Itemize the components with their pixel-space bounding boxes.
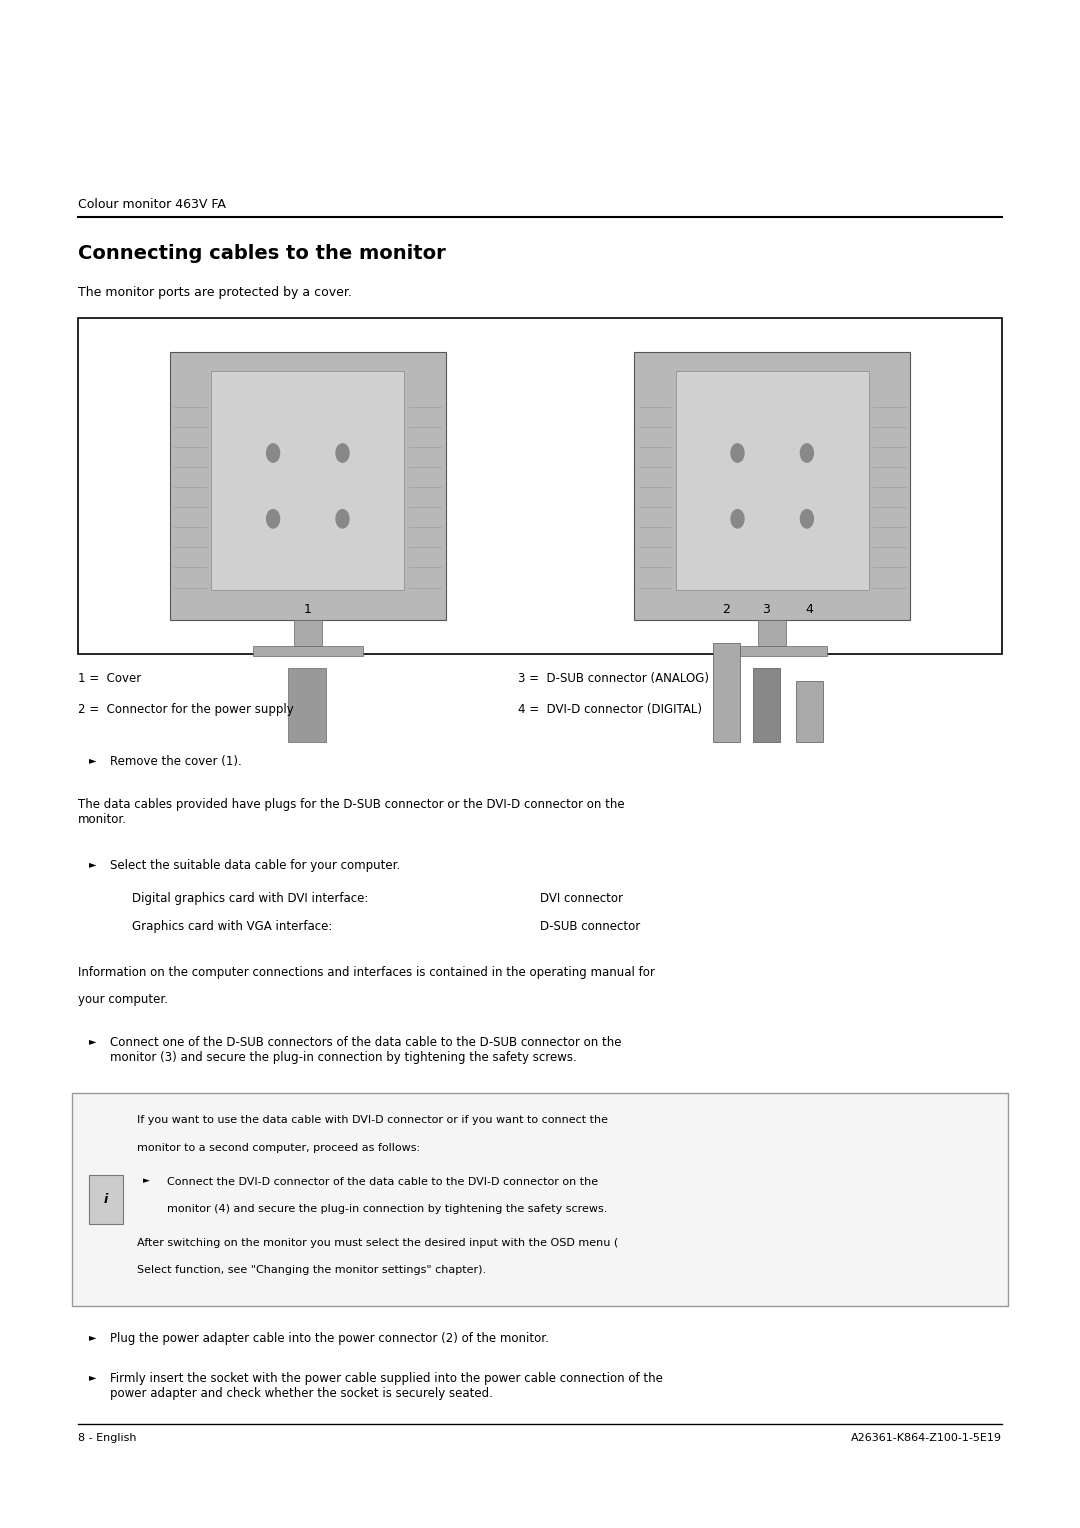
FancyBboxPatch shape [288, 668, 326, 741]
Text: 3 =  D-SUB connector (ANALOG): 3 = D-SUB connector (ANALOG) [518, 672, 710, 686]
Text: ►: ► [89, 859, 96, 869]
Text: Connect the DVI-D connector of the data cable to the DVI-D connector on the: Connect the DVI-D connector of the data … [167, 1177, 598, 1187]
FancyBboxPatch shape [78, 318, 1002, 654]
Text: Digital graphics card with DVI interface:: Digital graphics card with DVI interface… [132, 892, 368, 906]
FancyBboxPatch shape [796, 680, 823, 741]
Text: Remove the cover (1).: Remove the cover (1). [110, 755, 242, 769]
Text: i: i [104, 1193, 108, 1206]
Text: your computer.: your computer. [78, 993, 167, 1007]
Text: Graphics card with VGA interface:: Graphics card with VGA interface: [132, 920, 333, 934]
Text: Connect one of the D-SUB connectors of the data cable to the D-SUB connector on : Connect one of the D-SUB connectors of t… [110, 1036, 622, 1063]
FancyBboxPatch shape [717, 646, 827, 656]
Circle shape [336, 510, 349, 529]
FancyBboxPatch shape [253, 646, 363, 656]
Text: 3: 3 [762, 602, 770, 616]
Text: 1 =  Cover: 1 = Cover [78, 672, 141, 686]
Text: DVI connector: DVI connector [540, 892, 623, 906]
Text: A26361-K864-Z100-1-5E19: A26361-K864-Z100-1-5E19 [851, 1433, 1002, 1444]
Circle shape [267, 443, 280, 461]
Text: ►: ► [89, 1372, 96, 1383]
Text: After switching on the monitor you must select the desired input with the OSD me: After switching on the monitor you must … [137, 1238, 619, 1248]
FancyBboxPatch shape [72, 1093, 1008, 1306]
Text: Plug the power adapter cable into the power connector (2) of the monitor.: Plug the power adapter cable into the po… [110, 1332, 549, 1346]
Text: Information on the computer connections and interfaces is contained in the opera: Information on the computer connections … [78, 966, 654, 979]
Text: Firmly insert the socket with the power cable supplied into the power cable conn: Firmly insert the socket with the power … [110, 1372, 663, 1400]
Text: ►: ► [89, 1332, 96, 1343]
FancyBboxPatch shape [676, 371, 868, 590]
Text: Colour monitor 463V FA: Colour monitor 463V FA [78, 197, 226, 211]
Text: 2: 2 [723, 602, 730, 616]
Text: ►: ► [143, 1177, 149, 1186]
FancyBboxPatch shape [89, 1175, 123, 1224]
Circle shape [800, 510, 813, 529]
Circle shape [731, 443, 744, 461]
FancyBboxPatch shape [170, 351, 446, 620]
Circle shape [800, 443, 813, 461]
Text: Select the suitable data cable for your computer.: Select the suitable data cable for your … [110, 859, 401, 872]
FancyBboxPatch shape [294, 620, 322, 646]
Text: If you want to use the data cable with DVI-D connector or if you want to connect: If you want to use the data cable with D… [137, 1115, 608, 1126]
Text: 1: 1 [303, 602, 312, 616]
FancyBboxPatch shape [713, 642, 740, 741]
FancyBboxPatch shape [758, 620, 786, 646]
Circle shape [267, 510, 280, 529]
Text: ►: ► [89, 1036, 96, 1047]
Text: 4: 4 [806, 602, 813, 616]
Text: D-SUB connector: D-SUB connector [540, 920, 640, 934]
Circle shape [731, 510, 744, 529]
Text: ►: ► [89, 755, 96, 766]
Text: Connecting cables to the monitor: Connecting cables to the monitor [78, 244, 446, 263]
FancyBboxPatch shape [634, 351, 909, 620]
Text: monitor to a second computer, proceed as follows:: monitor to a second computer, proceed as… [137, 1143, 420, 1154]
Text: The data cables provided have plugs for the D-SUB connector or the DVI-D connect: The data cables provided have plugs for … [78, 798, 624, 825]
Text: monitor (4) and secure the plug-in connection by tightening the safety screws.: monitor (4) and secure the plug-in conne… [167, 1204, 608, 1215]
Text: 8 - English: 8 - English [78, 1433, 136, 1444]
FancyBboxPatch shape [212, 371, 404, 590]
Circle shape [336, 443, 349, 461]
Text: The monitor ports are protected by a cover.: The monitor ports are protected by a cov… [78, 286, 352, 299]
Text: 4 =  DVI-D connector (DIGITAL): 4 = DVI-D connector (DIGITAL) [518, 703, 702, 717]
Text: Select function, see "Changing the monitor settings" chapter).: Select function, see "Changing the monit… [137, 1265, 486, 1276]
FancyBboxPatch shape [753, 668, 780, 741]
Text: 2 =  Connector for the power supply: 2 = Connector for the power supply [78, 703, 294, 717]
